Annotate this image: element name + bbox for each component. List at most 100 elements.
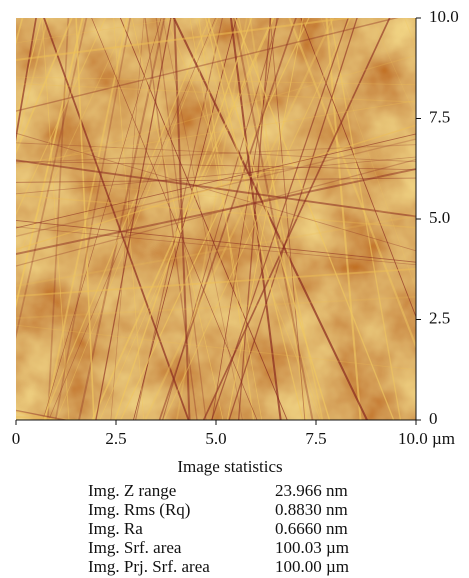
scratch (207, 18, 331, 420)
scratch (56, 18, 218, 420)
x-tick-label: 5.0 (205, 429, 226, 448)
scratch (113, 18, 144, 420)
scratch (42, 18, 162, 420)
x-tick-label: 0 (12, 429, 21, 448)
y-tick-label: 5.0 (429, 208, 450, 227)
scratch (204, 18, 304, 420)
scratch (16, 133, 416, 229)
scratch (131, 18, 224, 420)
scratch (163, 18, 351, 420)
stat-value: 23.966 nm (275, 481, 348, 500)
scratch (91, 18, 258, 420)
y-tick-label: 10.0 (429, 7, 459, 26)
scratch (119, 18, 288, 420)
scratch (202, 18, 391, 420)
scratch (120, 18, 310, 420)
scratch (16, 18, 107, 216)
scratch (16, 142, 416, 163)
y-tick-label: 2.5 (429, 308, 450, 327)
scratch (99, 18, 275, 420)
scratch (42, 18, 211, 420)
scratch (172, 18, 369, 420)
stats-title: Image statistics (177, 457, 282, 476)
scratch (16, 220, 416, 263)
scratch (16, 54, 416, 171)
scratch (269, 18, 306, 420)
stat-value: 0.8830 nm (275, 500, 348, 519)
scratch (16, 18, 43, 122)
scratch (16, 161, 416, 170)
y-tick-label: 0 (429, 409, 438, 428)
scratch (228, 18, 358, 420)
stat-label: Img. Ra (88, 519, 143, 538)
stat-label: Img. Srf. area (88, 538, 182, 557)
stat-label: Img. Z range (88, 481, 176, 500)
scratch (16, 214, 416, 288)
scratches (0, 0, 416, 470)
scratch (95, 18, 172, 420)
scratch (226, 18, 304, 420)
scratch (320, 18, 416, 291)
scratch (16, 158, 416, 267)
scratch (110, 18, 145, 420)
scratch (16, 156, 416, 195)
scratch (237, 18, 324, 420)
scratch (16, 177, 416, 183)
scratch (211, 18, 349, 420)
scratch (162, 18, 243, 420)
scratch (249, 18, 308, 420)
scratch (16, 167, 416, 256)
scratch (135, 18, 223, 420)
stat-value: 0.6660 nm (275, 519, 348, 538)
scratch (233, 18, 314, 420)
scratch (48, 18, 216, 420)
stat-label: Img. Rms (Rq) (88, 500, 190, 519)
scratch (16, 83, 416, 103)
scratch (16, 124, 416, 251)
scratch (16, 100, 416, 165)
scratch (16, 18, 184, 44)
stat-label: Img. Prj. Srf. area (88, 557, 210, 576)
scratch (16, 178, 416, 215)
scratch (43, 18, 128, 420)
scratch (144, 18, 198, 420)
scratch (16, 132, 416, 252)
scratch (144, 18, 335, 420)
scratch (194, 18, 323, 420)
scratch (288, 18, 416, 350)
stat-value: 100.03 µm (275, 538, 349, 557)
scratch (16, 18, 49, 149)
scratch (300, 18, 416, 318)
x-tick-label: 10.0 µm (398, 429, 455, 448)
stat-value: 100.00 µm (275, 557, 349, 576)
scratch (16, 143, 416, 164)
x-tick-label: 7.5 (305, 429, 326, 448)
stats-table: Img. Z range 23.966 nm Img. Rms (Rq) 0.8830… (88, 481, 349, 576)
scratch (16, 409, 69, 420)
scratch (371, 18, 416, 118)
scratch (16, 18, 129, 262)
scratch (229, 18, 282, 420)
scratch (16, 324, 416, 371)
scratch (173, 18, 191, 420)
afm-texture (16, 18, 416, 420)
scratch (16, 415, 94, 420)
scratch (16, 194, 416, 229)
scratch (16, 76, 416, 86)
scratch (16, 18, 37, 143)
y-tick-label: 7.5 (429, 107, 450, 126)
scratch (234, 18, 395, 420)
scratch (325, 18, 362, 420)
scratch (16, 226, 416, 266)
x-tick-label: 2.5 (105, 429, 126, 448)
scratch (78, 18, 166, 420)
scratch (158, 18, 297, 420)
scratch (16, 18, 399, 112)
scratch (176, 18, 248, 420)
scratch (162, 18, 279, 420)
scratch (0, 0, 18, 470)
scratch (16, 18, 356, 61)
scratch (211, 18, 278, 420)
